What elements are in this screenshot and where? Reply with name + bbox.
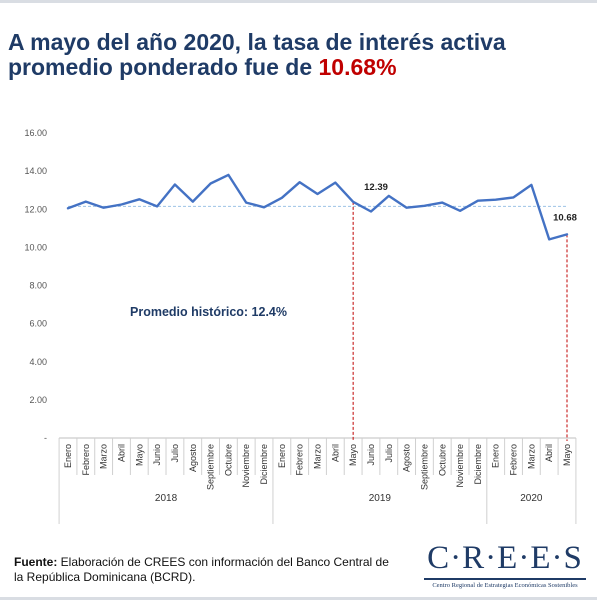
x-tick-label: Febrero [295, 444, 305, 476]
headline: A mayo del año 2020, la tasa de interés … [8, 30, 593, 80]
top-rule [0, 0, 597, 3]
crees-logo: C·R·E·E·S Centro Regional de Estrategias… [420, 540, 590, 589]
x-tick-label: Diciembre [473, 444, 483, 485]
x-tick-label: Agosto [402, 444, 412, 472]
data-label: 10.68 [553, 212, 577, 223]
x-tick-label: Mayo [562, 444, 572, 466]
x-tick-label: Abril [116, 444, 126, 462]
y-tick-label: 8.00 [29, 281, 47, 291]
x-tick-label: Enero [277, 444, 287, 468]
y-tick-label: 16.00 [24, 128, 47, 138]
year-group-label: 2019 [369, 493, 392, 504]
data-label: 12.39 [364, 182, 388, 193]
x-tick-label: Septiembre [206, 444, 216, 490]
x-tick-label: Junio [152, 444, 162, 466]
x-tick-label: Enero [63, 444, 73, 468]
x-tick-label: Noviembre [455, 444, 465, 488]
x-tick-label: Junio [366, 444, 376, 466]
year-group-label: 2018 [155, 493, 178, 504]
x-tick-label: Mayo [134, 444, 144, 466]
x-tick-label: Febrero [81, 444, 91, 476]
headline-line-1: A mayo del año 2020, la tasa de interés … [8, 29, 506, 55]
y-tick-label: - [44, 433, 47, 443]
y-tick-label: 4.00 [29, 357, 47, 367]
year-group-label: 2020 [520, 493, 543, 504]
average-label: Promedio histórico: 12.4% [130, 305, 287, 319]
series-line [66, 173, 569, 241]
x-tick-label: Marzo [99, 444, 109, 469]
x-tick-label: Abril [544, 444, 554, 462]
y-tick-label: 6.00 [29, 319, 47, 329]
x-tick-label: Diciembre [259, 444, 269, 485]
bottom-rule [0, 597, 597, 600]
logo-subtitle: Centro Regional de Estrategias Económica… [432, 582, 578, 589]
source-note: Fuente: Elaboración de CREES con informa… [14, 555, 394, 585]
x-tick-label: Noviembre [241, 444, 251, 488]
headline-line-2: promedio ponderado fue de 10.68% [8, 55, 593, 80]
x-tick-label: Mayo [348, 444, 358, 466]
x-tick-label: Julio [170, 444, 180, 463]
x-tick-label: Febrero [509, 444, 519, 476]
x-tick-label: Marzo [526, 444, 536, 469]
x-tick-label: Agosto [188, 444, 198, 472]
logo-divider [424, 578, 586, 580]
source-text: Elaboración de CREES con información del… [14, 555, 389, 584]
headline-prefix: promedio ponderado fue de [8, 54, 319, 80]
x-tick-label: Enero [491, 444, 501, 468]
y-tick-label: 12.00 [24, 204, 47, 214]
logo-wordmark: C·R·E·E·S [427, 540, 583, 576]
x-tick-label: Marzo [313, 444, 323, 469]
x-tick-label: Octubre [223, 444, 233, 476]
line-chart: - 2.00 4.00 6.00 8.00 10.00 12.00 14.00 16.00 Ene… [24, 128, 577, 524]
source-label: Fuente: [14, 555, 58, 569]
y-tick-label: 10.00 [24, 242, 47, 252]
headline-highlight: 10.68% [318, 54, 397, 80]
x-tick-label: Julio [384, 444, 394, 463]
y-tick-label: 14.00 [24, 166, 47, 176]
x-tick-label: Abril [330, 444, 340, 462]
x-tick-label: Septiembre [419, 444, 429, 490]
y-tick-label: 2.00 [29, 395, 47, 405]
x-tick-label: Octubre [437, 444, 447, 476]
